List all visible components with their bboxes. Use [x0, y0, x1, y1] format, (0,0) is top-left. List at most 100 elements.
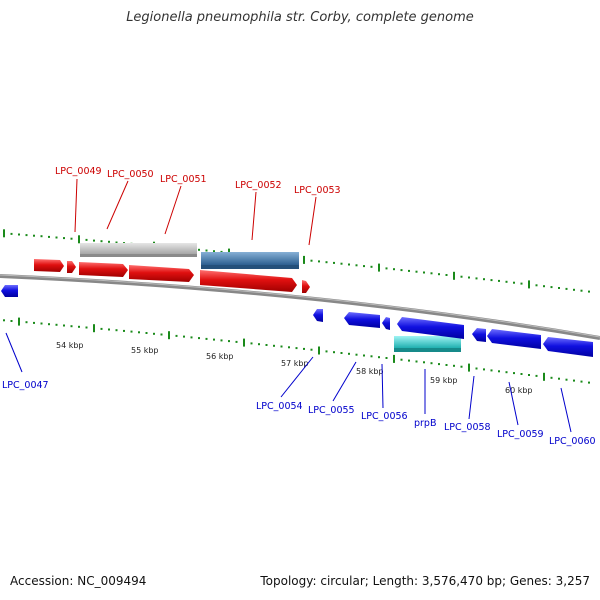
minor-tick: [18, 233, 20, 236]
minor-tick: [355, 264, 358, 267]
reverse-gene-arrow[interactable]: [382, 317, 390, 330]
minor-tick: [325, 350, 328, 353]
minor-tick: [280, 345, 283, 348]
minor-tick: [438, 363, 440, 366]
reverse-gene-arrow[interactable]: [543, 337, 593, 357]
gene-label-lpc-0059[interactable]: LPC_0059: [497, 429, 544, 440]
minor-tick: [423, 361, 425, 364]
gene-label-lpc-0058[interactable]: LPC_0058: [444, 422, 491, 433]
forward-gene-arrow[interactable]: [67, 261, 76, 273]
minor-tick: [273, 344, 275, 347]
minor-tick: [48, 323, 50, 326]
minor-tick: [445, 364, 448, 366]
gene-label-lpc-0049[interactable]: LPC_0049: [55, 166, 102, 177]
minor-tick: [573, 288, 575, 291]
minor-tick: [423, 271, 425, 274]
minor-tick: [490, 369, 493, 372]
map-title: Legionella pneumophila str. Corby, compl…: [126, 10, 474, 25]
minor-tick: [543, 285, 545, 288]
gene-label-lpc-0060[interactable]: LPC_0060: [549, 436, 596, 447]
reverse-gene-arrow[interactable]: [397, 317, 464, 339]
minor-tick: [408, 269, 410, 272]
minor-tick: [415, 360, 418, 363]
minor-tick: [220, 250, 223, 253]
major-tick: [168, 331, 170, 340]
minor-tick: [393, 268, 395, 271]
major-tick: [468, 363, 470, 372]
gene-label-lpc-0050[interactable]: LPC_0050: [107, 169, 154, 180]
minor-tick: [100, 327, 103, 330]
minor-tick: [10, 320, 13, 322]
gene-label-prpb[interactable]: prpB: [414, 418, 436, 429]
minor-tick: [183, 335, 185, 338]
reverse-gene-arrow[interactable]: [344, 312, 380, 328]
minor-tick: [48, 235, 50, 238]
major-tick: [453, 271, 455, 280]
minor-tick: [505, 280, 508, 283]
gene-label-lpc-0051[interactable]: LPC_0051: [160, 174, 207, 185]
minor-tick: [295, 347, 298, 350]
major-tick: [393, 354, 395, 363]
forward-gene-arrow[interactable]: [34, 259, 64, 272]
reverse-gene-arrow[interactable]: [487, 329, 541, 349]
minor-tick: [138, 331, 140, 334]
minor-tick: [535, 284, 538, 287]
minor-tick: [430, 272, 433, 275]
genome-backbone: [0, 274, 600, 340]
minor-tick: [123, 329, 125, 332]
minor-tick: [190, 336, 193, 339]
minor-tick: [10, 232, 13, 235]
major-tick: [3, 229, 5, 238]
minor-tick: [85, 326, 88, 329]
gene-label-lpc-0054[interactable]: LPC_0054: [256, 401, 303, 412]
major-tick: [528, 280, 530, 289]
minor-tick: [513, 372, 515, 375]
forward-gene-arrow[interactable]: [79, 262, 128, 277]
minor-tick: [558, 287, 560, 289]
minor-tick: [303, 347, 305, 350]
gene-label-lpc-0056[interactable]: LPC_0056: [361, 411, 408, 422]
minor-tick: [63, 324, 65, 327]
cyan-feature[interactable]: [394, 336, 461, 352]
minor-tick: [85, 238, 88, 241]
minor-tick: [108, 240, 110, 243]
minor-tick: [475, 367, 478, 370]
minor-tick: [258, 343, 260, 346]
minor-tick: [483, 278, 485, 281]
forward-gene-arrow[interactable]: [129, 265, 194, 282]
minor-tick: [520, 282, 523, 285]
minor-tick: [205, 337, 208, 340]
minor-tick: [558, 377, 560, 380]
minor-tick: [438, 273, 440, 276]
scale-label: 54 kbp: [56, 341, 84, 350]
forward-gene-arrow[interactable]: [200, 270, 297, 292]
minor-tick: [108, 328, 110, 331]
forward-gene-arrow[interactable]: [302, 280, 310, 293]
minor-tick: [333, 351, 335, 354]
minor-tick: [513, 281, 515, 284]
minor-tick: [40, 235, 43, 238]
reverse-gene-arrow[interactable]: [313, 309, 323, 322]
reverse-gene-arrow[interactable]: [472, 328, 486, 342]
minor-tick: [445, 274, 448, 276]
minor-tick: [370, 355, 373, 358]
minor-tick: [498, 279, 500, 282]
minor-tick: [535, 374, 538, 377]
grey-feature[interactable]: [80, 243, 197, 257]
minor-tick: [550, 286, 553, 289]
reverse-gene-arrow[interactable]: [1, 285, 18, 297]
minor-tick: [460, 275, 463, 278]
gene-label-lpc-0047[interactable]: LPC_0047: [2, 380, 49, 391]
minor-tick: [3, 319, 5, 322]
minor-tick: [213, 338, 215, 341]
gene-label-lpc-0053[interactable]: LPC_0053: [294, 185, 341, 196]
major-tick: [243, 338, 245, 347]
gene-label-lpc-0055[interactable]: LPC_0055: [308, 405, 355, 416]
gene-label-lpc-0052[interactable]: LPC_0052: [235, 180, 282, 191]
scale-label: 56 kbp: [206, 352, 234, 361]
minor-tick: [565, 287, 568, 290]
steel-feature[interactable]: [201, 252, 299, 269]
minor-tick: [325, 261, 328, 264]
minor-tick: [33, 234, 35, 237]
